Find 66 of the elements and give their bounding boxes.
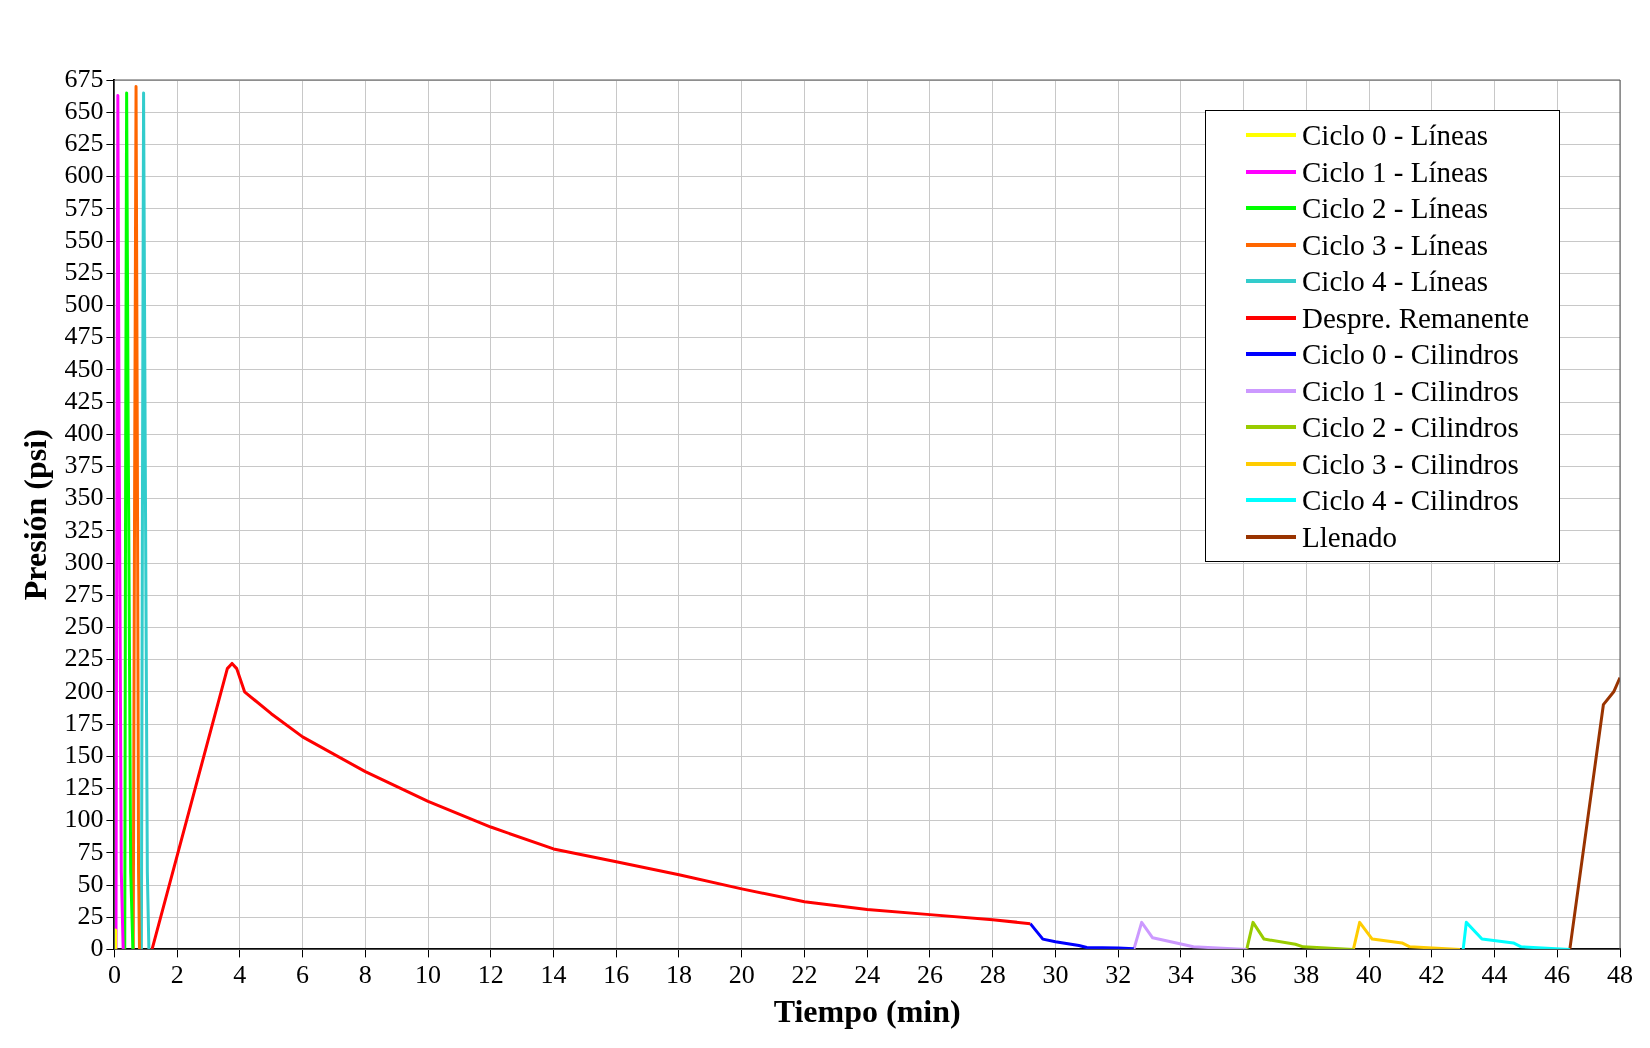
x-tick-label: 46 xyxy=(1544,959,1571,989)
y-tick-label: 0 xyxy=(90,933,104,963)
x-tick-label: 44 xyxy=(1481,959,1508,989)
x-tick-label: 6 xyxy=(296,959,310,989)
y-tick-label: 375 xyxy=(64,450,104,480)
x-tick-label: 24 xyxy=(854,959,881,989)
y-tick-label: 50 xyxy=(77,868,104,898)
x-tick-label: 14 xyxy=(540,959,567,989)
y-tick-label: 600 xyxy=(64,160,104,190)
x-tick-label: 2 xyxy=(170,959,184,989)
y-tick-label: 225 xyxy=(64,643,104,673)
y-tick-label: 425 xyxy=(64,385,104,415)
y-tick-label: 475 xyxy=(64,321,104,351)
y-tick-label: 125 xyxy=(64,772,104,802)
x-tick-label: 20 xyxy=(728,959,755,989)
legend-label: Ciclo 2 - Líneas xyxy=(1302,191,1489,226)
x-tick-label: 42 xyxy=(1418,959,1445,989)
legend-label: Despre. Remanente xyxy=(1302,300,1530,336)
legend-label: Ciclo 0 - Cilindros xyxy=(1302,337,1519,372)
y-tick-label: 75 xyxy=(77,836,104,866)
legend-label: Ciclo 1 - Líneas xyxy=(1302,154,1489,190)
y-tick-label: 525 xyxy=(64,257,104,287)
x-tick-label: 22 xyxy=(791,959,818,989)
y-tick-label: 100 xyxy=(64,804,104,834)
legend-label: Llenado xyxy=(1302,519,1398,555)
x-tick-label: 48 xyxy=(1607,959,1633,989)
legend-label: Ciclo 1 - Cilindros xyxy=(1302,373,1519,409)
y-tick-label: 250 xyxy=(64,611,104,641)
y-tick-label: 325 xyxy=(64,514,104,544)
legend-label: Ciclo 4 - Líneas xyxy=(1302,264,1489,299)
x-tick-label: 34 xyxy=(1167,959,1194,989)
y-tick-label: 350 xyxy=(64,482,104,512)
legend-label: Ciclo 2 - Cilindros xyxy=(1302,410,1519,445)
x-tick-label: 32 xyxy=(1105,959,1132,989)
legend-label: Ciclo 3 - Cilindros xyxy=(1302,446,1519,482)
x-axis-title: Tiempo (min) xyxy=(773,993,961,1030)
y-tick-label: 650 xyxy=(64,96,104,126)
y-tick-label: 575 xyxy=(64,192,104,222)
y-tick-label: 150 xyxy=(64,740,104,770)
y-tick-label: 625 xyxy=(64,128,104,158)
y-tick-label: 300 xyxy=(64,546,104,576)
x-tick-label: 28 xyxy=(979,959,1006,989)
x-tick-label: 8 xyxy=(358,959,372,989)
x-tick-label: 10 xyxy=(415,959,442,989)
x-tick-label: 16 xyxy=(603,959,630,989)
x-tick-label: 38 xyxy=(1293,959,1320,989)
x-tick-label: 26 xyxy=(916,959,943,989)
x-tick-label: 4 xyxy=(233,959,247,989)
y-tick-label: 450 xyxy=(64,353,104,383)
y-tick-label: 175 xyxy=(64,707,104,737)
x-tick-label: 30 xyxy=(1042,959,1069,989)
y-tick-label: 500 xyxy=(64,289,104,319)
x-tick-label: 40 xyxy=(1356,959,1383,989)
legend-label: Ciclo 0 - Líneas xyxy=(1302,118,1489,153)
x-tick-label: 12 xyxy=(477,959,504,989)
y-tick-label: 200 xyxy=(64,675,104,705)
y-axis-title: Presión (psi) xyxy=(17,429,54,601)
y-tick-label: 675 xyxy=(64,63,104,93)
x-tick-label: 36 xyxy=(1230,959,1257,989)
legend-label: Ciclo 4 - Cilindros xyxy=(1302,483,1519,518)
legend-label: Ciclo 3 - Líneas xyxy=(1302,227,1489,263)
y-tick-label: 550 xyxy=(64,224,104,254)
y-tick-label: 275 xyxy=(64,579,104,609)
x-tick-label: 18 xyxy=(666,959,692,989)
y-tick-label: 400 xyxy=(64,418,104,448)
y-tick-label: 25 xyxy=(77,901,104,931)
